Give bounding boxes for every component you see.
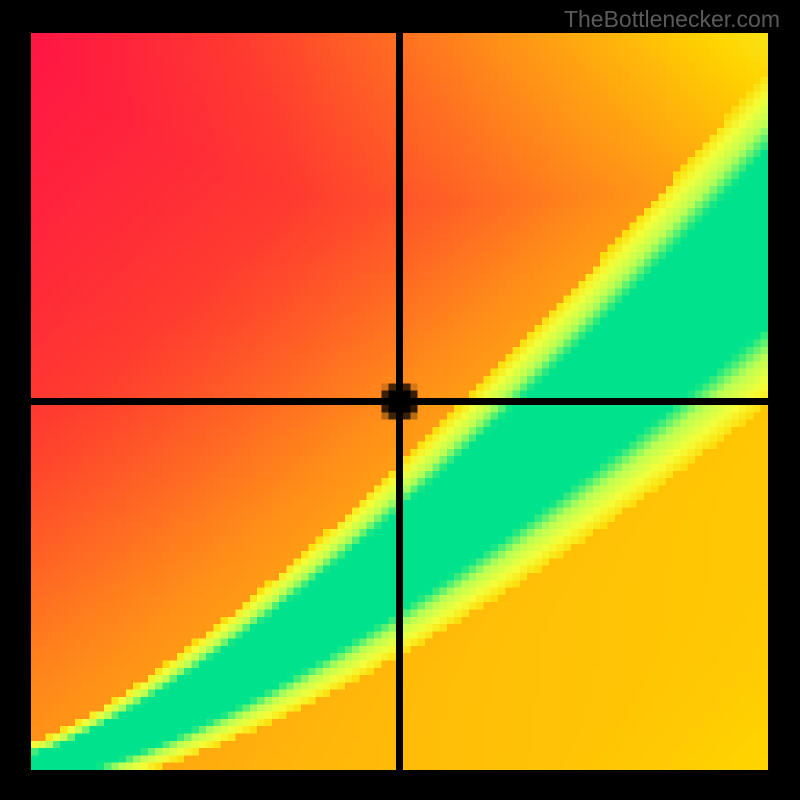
watermark-text: TheBottlenecker.com — [564, 6, 780, 33]
bottleneck-heatmap — [31, 33, 768, 770]
chart-container: TheBottlenecker.com — [0, 0, 800, 800]
